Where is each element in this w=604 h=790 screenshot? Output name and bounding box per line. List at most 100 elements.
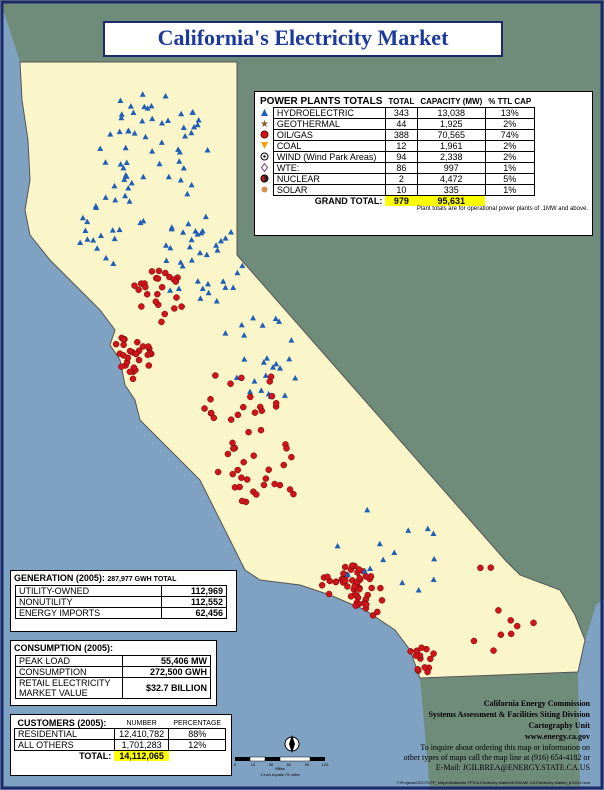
oilgas-marker <box>260 481 268 489</box>
hydro-marker <box>250 314 257 321</box>
oilgas-marker <box>154 275 162 282</box>
hydro-marker <box>140 217 147 224</box>
plant-row: HYDROELECTRIC 343 13,038 13% <box>257 107 535 119</box>
oilgas-marker <box>507 617 514 624</box>
plant-cell: 2% <box>484 140 535 152</box>
plant-cell: 2% <box>484 151 535 163</box>
oilgas-marker <box>324 573 331 581</box>
scale-bar <box>235 756 325 762</box>
oilgas-marker <box>158 318 165 326</box>
oilgas-marker <box>430 650 437 657</box>
hydro-marker <box>334 542 341 549</box>
oilgas-marker <box>129 375 137 383</box>
oilgas-marker <box>227 380 234 387</box>
plant-markers <box>77 91 537 676</box>
plant-cell: 1% <box>484 162 535 174</box>
hydro-marker <box>202 213 209 220</box>
plant-symbol <box>257 108 273 119</box>
oilgas-marker <box>418 644 425 652</box>
oilgas-marker <box>257 426 265 434</box>
plants-note: Plant totals are for operational power p… <box>416 206 588 212</box>
oilgas-marker <box>201 405 208 412</box>
hydro-marker <box>180 229 187 235</box>
oilgas-marker <box>290 490 297 498</box>
oilgas-marker <box>513 622 521 630</box>
consumption-box: CONSUMPTION (2005): PEAK LOAD 55,406 MW CO… <box>10 640 217 706</box>
plant-row: ★ GEOTHERMAL 44 1,925 2% <box>257 118 535 130</box>
column-header: % TTL CAP <box>488 97 532 106</box>
oilgas-marker <box>229 470 236 478</box>
oilgas-marker <box>347 593 355 600</box>
inquiry-line: E-Mail: JGILBREA@ENERGY.STATE.CA.US <box>435 763 590 772</box>
hydro-marker <box>149 115 156 122</box>
hydro-marker <box>77 239 84 246</box>
oilgas-marker <box>507 630 515 638</box>
customers-table: CUSTOMERS (2005): NUMBER PERCENTAGE RESIDEN… <box>14 718 226 761</box>
oilgas-marker <box>252 491 260 498</box>
plant-cell: COAL <box>272 140 386 152</box>
hydro-marker <box>139 91 146 97</box>
oilgas-marker <box>245 428 252 436</box>
hydro-marker <box>391 549 398 556</box>
oilgas-marker <box>132 350 140 358</box>
hydro-marker <box>239 262 246 269</box>
credit-line: Systems Assessment & Facilities Siting D… <box>428 710 590 719</box>
mexico <box>420 672 580 790</box>
hydro-marker <box>197 249 204 256</box>
plant-cell: 2 <box>384 173 418 185</box>
hydro-marker <box>118 114 125 121</box>
grand-total-row: GRAND TOTAL: 979 95,631 <box>257 195 534 206</box>
plant-symbol <box>257 185 273 196</box>
svg-text:★: ★ <box>260 119 269 128</box>
hydro-marker <box>121 176 128 182</box>
hydro-marker <box>167 244 174 251</box>
hydro-marker <box>118 111 125 117</box>
hydro-marker <box>162 92 169 99</box>
oilgas-marker <box>352 602 359 609</box>
oilgas-marker <box>342 577 349 584</box>
plant-cell: 94 <box>384 151 418 163</box>
oilgas-marker <box>276 481 284 489</box>
hydro-marker <box>281 392 288 398</box>
generation-box: GENERATION (2005): 287,977 GWH TOTAL UTI… <box>10 570 237 632</box>
hydro-marker <box>222 284 229 290</box>
hydro-marker <box>288 337 295 343</box>
oilgas-marker <box>234 466 241 474</box>
hydro-marker <box>102 254 109 261</box>
hydro-marker <box>180 164 187 171</box>
customers-cell: 1,701,283 <box>113 739 170 751</box>
plant-row: WTE: 86 997 1% <box>257 162 535 174</box>
hydro-marker <box>116 226 123 233</box>
scale-unit: Miles <box>275 766 284 771</box>
customers-col-header: PERCENTAGE <box>173 719 222 727</box>
hydro-marker <box>125 127 132 134</box>
hydro-marker <box>230 284 237 291</box>
plant-cell: 70,565 <box>416 129 486 141</box>
hydro-marker <box>286 355 293 362</box>
plant-cell: 343 <box>384 107 418 119</box>
hydro-marker <box>269 364 276 370</box>
hydro-marker <box>367 565 374 572</box>
consumption-cell: RETAIL ELECTRICITY MARKET VALUE <box>15 677 123 699</box>
oilgas-marker <box>286 486 294 493</box>
oilgas-marker <box>363 601 370 608</box>
oilgas-marker <box>162 269 169 277</box>
hydro-marker <box>84 236 91 242</box>
scale-label: 30 <box>269 762 274 767</box>
hydro-marker <box>123 173 130 179</box>
hydro-marker <box>430 576 437 583</box>
oilgas-marker <box>234 411 242 419</box>
oilgas-marker <box>265 466 272 473</box>
hydro-marker <box>203 251 210 258</box>
oilgas-marker <box>148 268 156 275</box>
hydro-marker <box>185 220 192 227</box>
oilgas-marker <box>138 303 145 310</box>
plant-cell: WIND (Wind Park Areas) <box>272 151 386 163</box>
oilgas-marker <box>369 612 377 619</box>
oilgas-marker <box>266 378 274 385</box>
hydro-marker <box>258 387 265 393</box>
hydro-marker <box>213 242 220 248</box>
california <box>19 61 586 679</box>
oilgas-marker <box>210 414 218 422</box>
credit-line: California Energy Commission <box>483 699 590 708</box>
